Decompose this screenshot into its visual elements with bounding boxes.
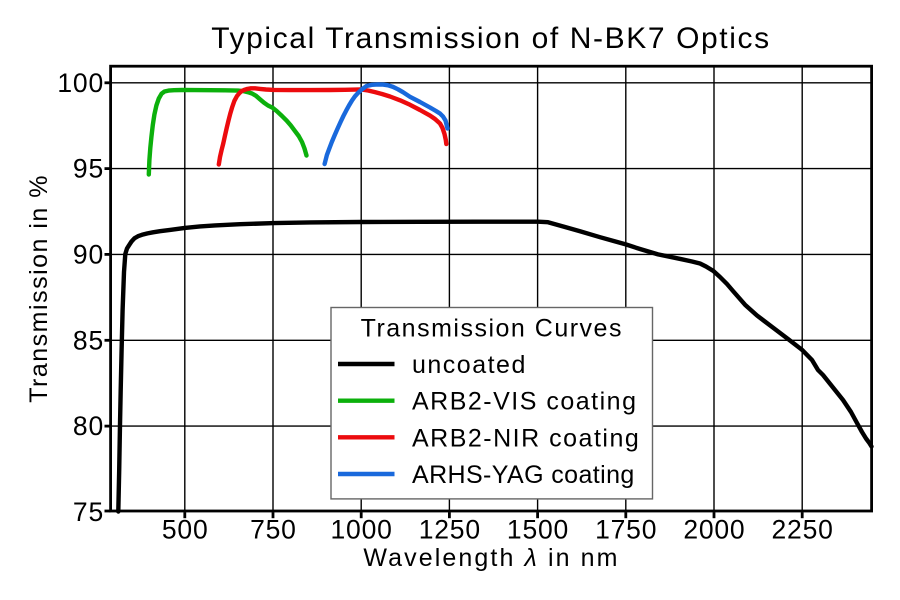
svg-text:90: 90 (73, 239, 104, 269)
svg-text:ARB2-VIS coating: ARB2-VIS coating (412, 388, 638, 416)
svg-text:75: 75 (73, 497, 104, 527)
svg-text:1500: 1500 (507, 515, 569, 545)
svg-text:2250: 2250 (772, 515, 834, 545)
svg-text:750: 750 (250, 515, 297, 545)
svg-text:95: 95 (73, 154, 104, 184)
svg-text:Typical Transmission of N-BK7: Typical Transmission of N-BK7 Optics (211, 22, 770, 55)
svg-text:85: 85 (73, 325, 104, 355)
svg-text:Transmission Curves: Transmission Curves (361, 315, 623, 343)
svg-text:uncoated: uncoated (412, 351, 527, 379)
svg-text:1750: 1750 (595, 515, 657, 545)
svg-text:1000: 1000 (331, 515, 393, 545)
svg-text:500: 500 (162, 515, 209, 545)
svg-text:Wavelength λ in nm: Wavelength λ in nm (363, 544, 619, 572)
svg-text:1250: 1250 (419, 515, 481, 545)
svg-text:ARB2-NIR coating: ARB2-NIR coating (412, 424, 640, 452)
svg-text:ARHS-YAG coating: ARHS-YAG coating (412, 461, 635, 489)
svg-text:80: 80 (73, 411, 104, 441)
svg-text:2000: 2000 (683, 515, 745, 545)
svg-text:Transmission in %: Transmission in % (25, 174, 53, 403)
svg-text:100: 100 (57, 68, 104, 98)
